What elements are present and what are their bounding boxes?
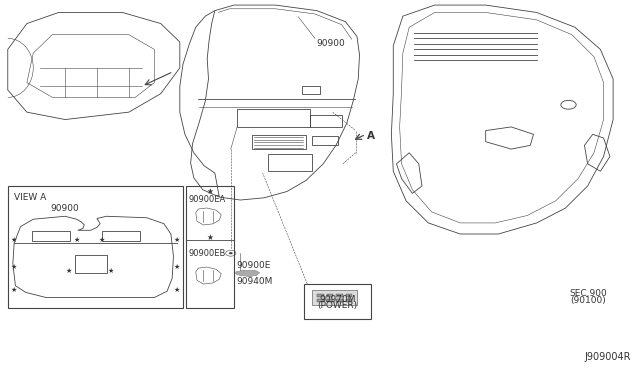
Text: ★: ★	[173, 287, 180, 293]
Text: ★: ★	[173, 237, 180, 243]
Text: 90900EB: 90900EB	[188, 249, 225, 258]
Bar	[252, 135, 306, 149]
Bar	[336, 299, 342, 302]
Text: ★: ★	[99, 237, 105, 243]
Bar	[75, 255, 106, 273]
Polygon shape	[236, 270, 259, 276]
Text: ★: ★	[108, 268, 114, 274]
Text: ★: ★	[206, 187, 213, 196]
Bar	[326, 294, 333, 297]
Text: (POWER): (POWER)	[317, 301, 357, 310]
Bar	[310, 115, 342, 127]
Text: 90900EA: 90900EA	[188, 195, 225, 204]
Bar	[346, 294, 352, 297]
Text: ★: ★	[11, 237, 17, 243]
Text: SEC.900: SEC.900	[570, 289, 607, 298]
Text: 90900: 90900	[317, 39, 346, 48]
Text: ★: ★	[74, 237, 80, 243]
Bar	[302, 86, 320, 94]
Circle shape	[226, 250, 236, 256]
Bar	[312, 290, 356, 305]
Bar	[268, 154, 312, 171]
Text: ★: ★	[65, 268, 72, 274]
Bar	[317, 294, 323, 297]
Bar	[336, 294, 342, 297]
Text: A: A	[367, 131, 375, 141]
Text: ★: ★	[11, 287, 17, 293]
Bar	[317, 299, 323, 302]
Text: 90940M: 90940M	[236, 277, 272, 286]
Bar	[326, 299, 333, 302]
Bar	[312, 136, 339, 145]
Circle shape	[229, 252, 233, 254]
Text: 90970M: 90970M	[319, 295, 355, 304]
Text: (90100): (90100)	[570, 296, 605, 305]
Bar	[304, 284, 371, 319]
Text: 90900: 90900	[51, 204, 79, 213]
Bar	[102, 231, 140, 241]
Text: VIEW A: VIEW A	[14, 193, 46, 202]
Bar	[186, 186, 234, 308]
Bar	[8, 186, 183, 308]
Text: ★: ★	[11, 264, 17, 270]
Bar	[346, 299, 352, 302]
Text: 90900E: 90900E	[236, 261, 270, 270]
Text: J909004R: J909004R	[584, 353, 631, 362]
Bar	[32, 231, 70, 241]
Text: ★: ★	[173, 264, 180, 270]
Bar	[237, 109, 310, 127]
Text: ★: ★	[206, 233, 213, 242]
Circle shape	[561, 100, 576, 109]
